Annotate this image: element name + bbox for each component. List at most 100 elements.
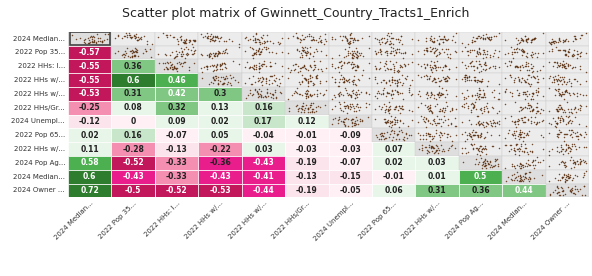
Point xyxy=(523,103,533,108)
Point xyxy=(451,76,461,81)
Point xyxy=(551,119,560,124)
Point xyxy=(510,121,520,126)
Point xyxy=(556,149,565,153)
Point xyxy=(501,89,510,93)
Point xyxy=(398,81,408,85)
Point xyxy=(297,65,306,70)
Point xyxy=(111,51,120,55)
Point xyxy=(188,45,198,49)
Point xyxy=(502,64,511,69)
Text: 0.03: 0.03 xyxy=(428,158,446,167)
Point xyxy=(385,51,395,55)
Point xyxy=(512,119,522,123)
Point xyxy=(250,36,260,41)
Point xyxy=(383,66,392,71)
Point xyxy=(421,39,430,44)
Point xyxy=(552,108,562,112)
Point xyxy=(340,79,349,83)
Point xyxy=(210,34,220,38)
Point xyxy=(522,92,531,96)
Point xyxy=(381,120,390,124)
Point xyxy=(550,60,559,64)
Point xyxy=(254,87,263,91)
Point xyxy=(575,67,585,71)
Point xyxy=(290,89,300,93)
Point xyxy=(213,54,222,59)
Point xyxy=(575,54,585,58)
Point xyxy=(562,88,571,92)
Point xyxy=(297,110,306,114)
Point xyxy=(378,91,388,96)
Point xyxy=(334,70,344,74)
Point xyxy=(480,91,489,95)
Point xyxy=(581,132,591,136)
Point xyxy=(394,76,404,81)
Point xyxy=(575,51,585,55)
Point xyxy=(572,79,581,84)
Point xyxy=(308,67,318,72)
Bar xyxy=(155,87,198,101)
Point xyxy=(294,109,303,114)
Point xyxy=(333,92,343,96)
Point xyxy=(210,78,219,82)
Point xyxy=(526,82,535,86)
Bar xyxy=(111,87,155,101)
Point xyxy=(448,108,457,112)
Point xyxy=(154,61,163,65)
Point xyxy=(445,76,454,80)
Point xyxy=(545,74,555,79)
Point xyxy=(513,64,522,69)
Point xyxy=(353,38,362,42)
Point xyxy=(444,146,453,150)
Point xyxy=(550,59,559,64)
Point xyxy=(487,143,497,148)
Point xyxy=(350,51,359,55)
Point xyxy=(513,163,522,167)
Point xyxy=(514,149,524,153)
Point xyxy=(513,38,522,42)
Point xyxy=(483,109,493,113)
Point xyxy=(310,65,320,70)
Point xyxy=(474,147,483,152)
Point xyxy=(532,105,542,109)
Point xyxy=(350,92,359,96)
Point xyxy=(490,88,499,92)
Point xyxy=(374,89,383,93)
Point xyxy=(559,193,568,197)
Point xyxy=(136,35,146,39)
Point xyxy=(397,50,406,55)
Point xyxy=(349,36,359,40)
Point xyxy=(130,53,139,57)
Point xyxy=(292,86,302,91)
Point xyxy=(517,163,527,167)
Point xyxy=(212,74,221,79)
Point xyxy=(379,131,389,136)
Point xyxy=(558,147,567,151)
Point xyxy=(176,45,186,50)
Point xyxy=(561,48,570,52)
Point xyxy=(404,90,414,94)
Point xyxy=(343,60,352,64)
Point xyxy=(524,67,533,72)
Text: 2022 HHs w/...: 2022 HHs w/... xyxy=(184,200,224,240)
Point xyxy=(85,41,94,45)
Point xyxy=(185,39,195,43)
Bar xyxy=(502,128,546,142)
Point xyxy=(563,185,572,189)
Bar xyxy=(329,46,372,59)
Point xyxy=(213,82,223,86)
Point xyxy=(425,105,435,110)
Point xyxy=(547,48,556,53)
Point xyxy=(378,131,387,135)
Bar xyxy=(329,170,372,184)
Point xyxy=(255,94,264,99)
Point xyxy=(364,61,374,65)
Point xyxy=(265,78,274,83)
Point xyxy=(356,51,365,55)
Point xyxy=(519,77,529,82)
Point xyxy=(390,80,399,85)
Point xyxy=(386,114,395,118)
Point xyxy=(426,68,436,73)
Point xyxy=(514,145,524,150)
Point xyxy=(371,51,380,55)
